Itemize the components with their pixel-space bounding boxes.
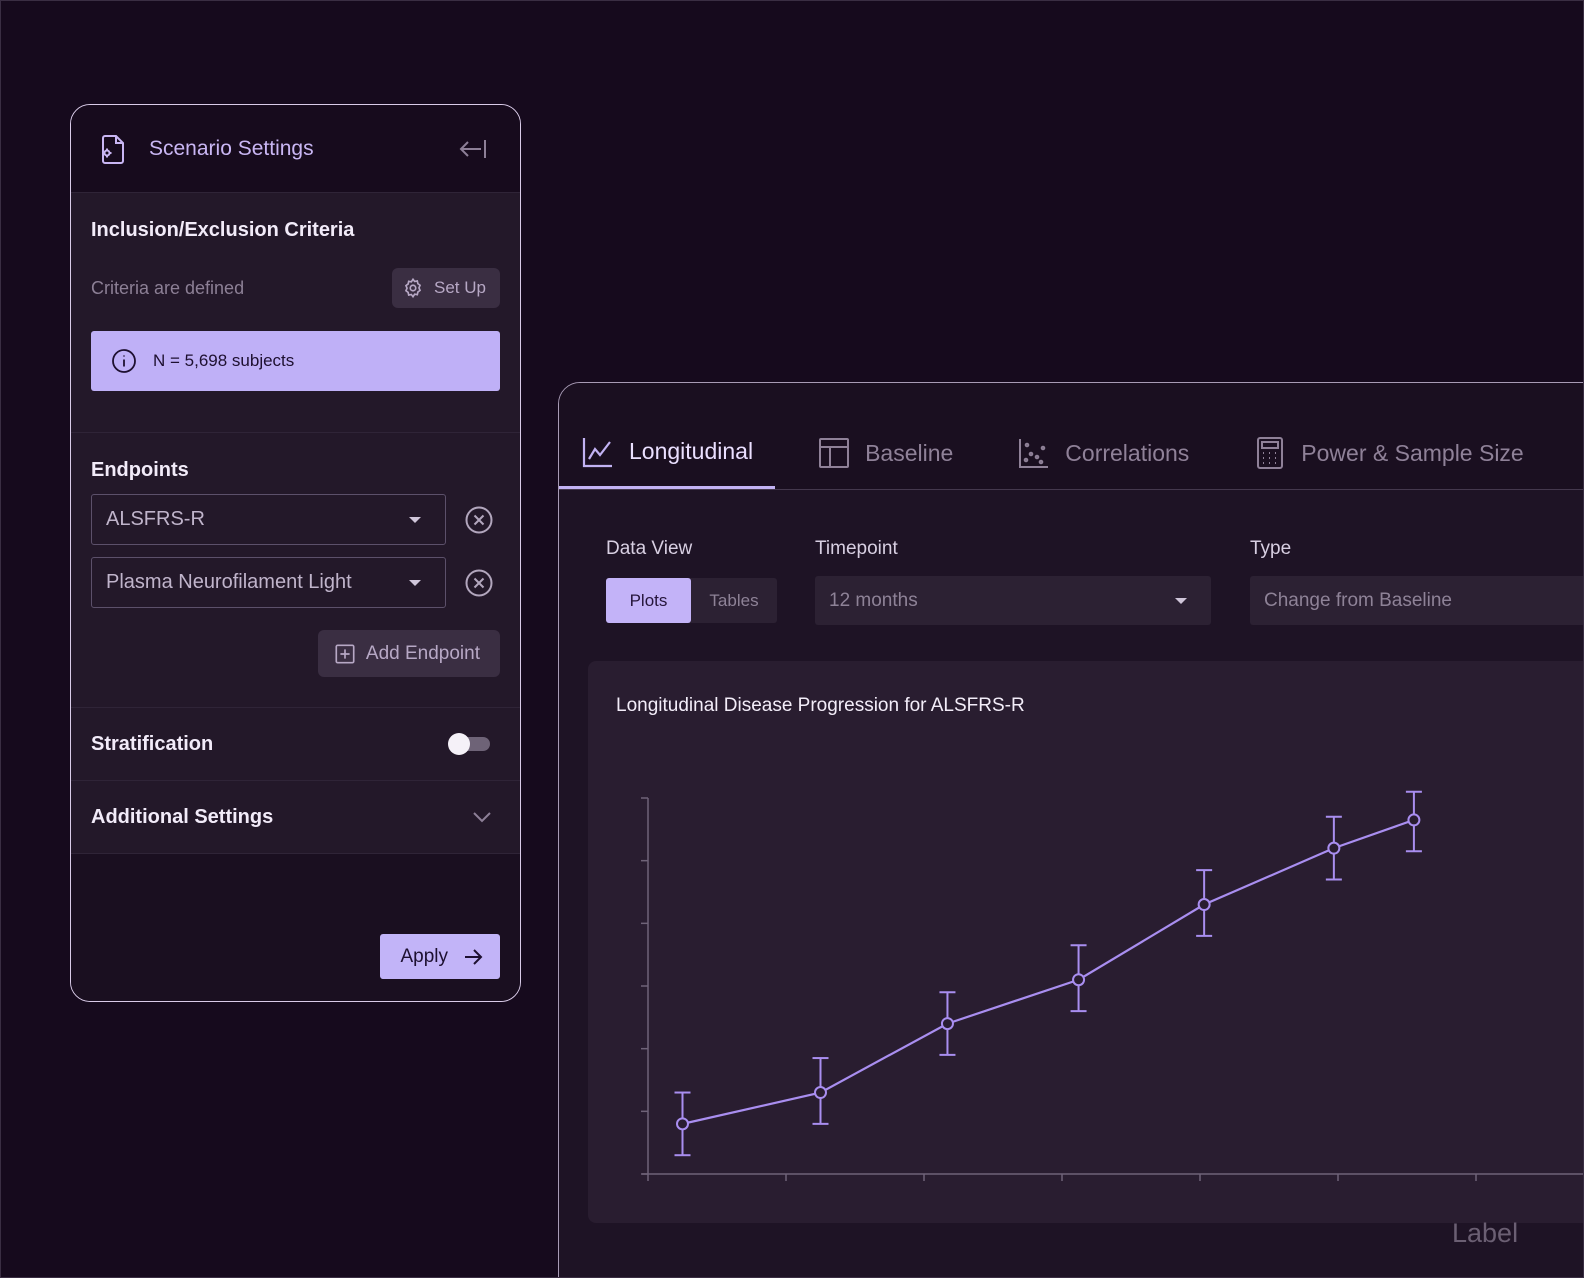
endpoint-value: Plasma Neurofilament Light: [106, 571, 352, 593]
toggle-knob: [448, 733, 470, 755]
chevron-down-icon[interactable]: [470, 805, 494, 829]
setup-button[interactable]: Set Up: [392, 268, 500, 308]
scatter-icon: [1019, 439, 1049, 468]
table-icon: [819, 438, 850, 468]
arrow-right-icon: [465, 948, 483, 965]
caret-down-icon: [409, 579, 421, 586]
data-view-label: Data View: [606, 538, 693, 559]
data-point: [1407, 813, 1421, 827]
scenario-settings-panel: Scenario Settings Inclusion/Exclusion Cr…: [70, 104, 521, 1002]
analysis-panel: Longitudinal Baseline Correlations: [558, 382, 1583, 1277]
add-endpoint-label: Add Endpoint: [365, 642, 480, 664]
tab-power-sample-size[interactable]: Power & Sample Size: [1231, 417, 1545, 489]
timepoint-value: 12 months: [829, 589, 918, 611]
caret-down-icon: [1175, 597, 1187, 604]
data-point: [814, 1086, 827, 1100]
series-line: [682, 818, 1415, 1125]
collapse-panel-icon[interactable]: [458, 137, 488, 161]
tab-label: Longitudinal: [629, 438, 754, 464]
additional-settings-section[interactable]: Additional Settings: [71, 780, 520, 854]
endpoints-heading: Endpoints: [91, 459, 189, 481]
apply-button[interactable]: Apply: [380, 934, 500, 979]
remove-circle-icon[interactable]: [464, 505, 494, 535]
timepoint-select[interactable]: 12 months: [815, 576, 1211, 625]
line-chart-icon: [582, 437, 612, 467]
chart-controls: Data View Plots Tables Timepoint 12 mont…: [559, 538, 1583, 628]
timepoint-label: Timepoint: [815, 538, 898, 559]
chart-title: Longitudinal Disease Progression for ALS…: [616, 695, 1025, 716]
calculator-icon: [1257, 437, 1284, 469]
progression-chart: [641, 790, 1583, 1181]
add-endpoint-button[interactable]: Add Endpoint: [317, 630, 500, 677]
data-point: [676, 1117, 689, 1131]
data-point: [1327, 841, 1341, 855]
additional-settings-label: Additional Settings: [91, 805, 274, 828]
type-label: Type: [1250, 538, 1292, 559]
endpoint-value: ALSFRS-R: [106, 508, 205, 530]
tab-baseline[interactable]: Baseline: [795, 417, 975, 489]
tab-label: Power & Sample Size: [1301, 439, 1524, 466]
chart-card: Longitudinal Disease Progression for ALS…: [588, 661, 1583, 1223]
plots-option[interactable]: Plots: [606, 578, 691, 623]
subjects-count: N = 5,698 subjects: [153, 351, 295, 370]
tab-bar: Longitudinal Baseline Correlations: [559, 383, 1583, 490]
data-view-toggle: Plots Tables: [606, 578, 777, 623]
setup-label: Set Up: [434, 278, 486, 297]
panel-header: Scenario Settings: [71, 105, 520, 192]
endpoint-row: Plasma Neurofilament Light: [91, 557, 500, 608]
endpoint-row: ALSFRS-R: [91, 494, 500, 545]
document-settings-icon: [102, 134, 124, 164]
info-icon: [112, 349, 136, 373]
tab-correlations[interactable]: Correlations: [995, 417, 1211, 489]
tab-label: Correlations: [1065, 439, 1190, 466]
panel-footer: Apply: [71, 854, 520, 1001]
endpoint-select[interactable]: Plasma Neurofilament Light: [91, 557, 446, 608]
data-point: [1072, 973, 1086, 987]
data-point: [940, 1017, 954, 1031]
stratification-section: Stratification: [71, 707, 520, 780]
type-select[interactable]: Change from Baseline: [1250, 576, 1583, 625]
panel-title: Scenario Settings: [149, 136, 314, 160]
apply-label: Apply: [400, 945, 448, 967]
remove-circle-icon[interactable]: [464, 568, 494, 598]
plus-square-icon: [335, 643, 355, 664]
endpoints-section: Endpoints ALSFRS-R Plasma Neurofilament …: [71, 432, 520, 707]
data-point: [1197, 898, 1211, 912]
tab-longitudinal[interactable]: Longitudinal: [559, 417, 776, 489]
criteria-heading: Inclusion/Exclusion Criteria: [91, 219, 355, 241]
corner-label: Label: [1452, 1218, 1519, 1248]
gear-icon: [404, 277, 422, 299]
type-value: Change from Baseline: [1264, 589, 1452, 611]
caret-down-icon: [409, 516, 421, 523]
endpoint-select[interactable]: ALSFRS-R: [91, 494, 446, 545]
tab-label: Baseline: [865, 439, 954, 466]
stratification-toggle[interactable]: [448, 733, 490, 755]
tables-option[interactable]: Tables: [709, 590, 759, 610]
subjects-banner: N = 5,698 subjects: [91, 331, 500, 391]
criteria-section: Inclusion/Exclusion Criteria Criteria ar…: [71, 192, 520, 432]
stratification-label: Stratification: [91, 732, 214, 755]
criteria-status: Criteria are defined: [91, 277, 245, 298]
